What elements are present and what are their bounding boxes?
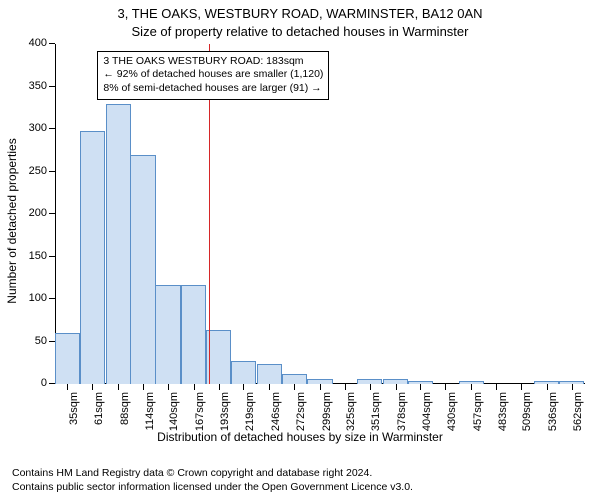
histogram-bar: [231, 361, 256, 384]
footer-attribution: Contains HM Land Registry data © Crown c…: [12, 466, 588, 494]
x-axis-label: Distribution of detached houses by size …: [0, 430, 600, 444]
histogram-bar: [282, 374, 307, 384]
histogram-bar: [307, 379, 332, 384]
annotation-line-2: ← 92% of detached houses are smaller (1,…: [103, 68, 323, 82]
chart-title: 3, THE OAKS, WESTBURY ROAD, WARMINSTER, …: [0, 6, 600, 21]
y-axis-label: Number of detached properties: [5, 138, 19, 303]
histogram-bar: [534, 381, 559, 384]
histogram-bar: [459, 381, 484, 384]
histogram-bar: [130, 155, 155, 385]
histogram-bar: [155, 285, 180, 384]
histogram-bar: [181, 285, 206, 384]
histogram-bar: [257, 364, 282, 384]
chart-subtitle: Size of property relative to detached ho…: [0, 24, 600, 39]
y-tick: 400: [55, 43, 585, 44]
plot-area: 05010015020025030035040035sqm61sqm88sqm1…: [55, 44, 585, 384]
histogram-bar: [106, 104, 131, 385]
histogram-bar: [383, 379, 408, 384]
histogram-bar: [80, 131, 105, 384]
annotation-line-3: 8% of semi-detached houses are larger (9…: [103, 82, 323, 96]
footer-line-2: Contains public sector information licen…: [12, 480, 588, 494]
y-tick: 300: [55, 128, 585, 129]
histogram-bar: [357, 379, 382, 384]
histogram-bar: [559, 381, 584, 384]
annotation-box: 3 THE OAKS WESTBURY ROAD: 183sqm ← 92% o…: [97, 51, 329, 100]
histogram-bar: [408, 381, 433, 384]
histogram-bar: [55, 333, 80, 384]
annotation-line-1: 3 THE OAKS WESTBURY ROAD: 183sqm: [103, 55, 323, 69]
footer-line-1: Contains HM Land Registry data © Crown c…: [12, 466, 588, 480]
